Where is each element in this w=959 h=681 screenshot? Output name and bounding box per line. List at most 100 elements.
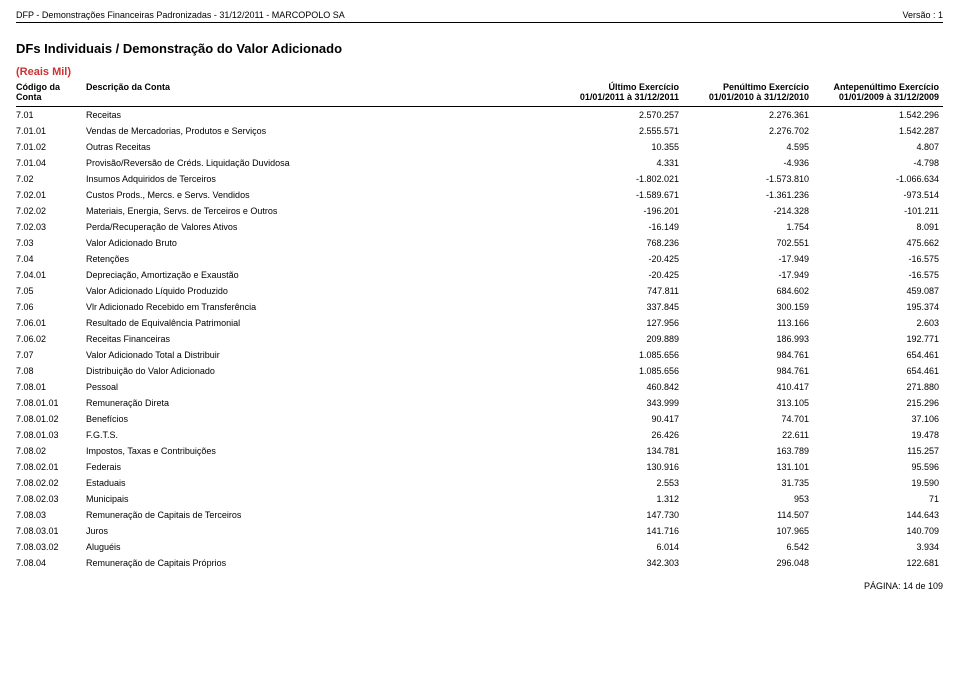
cell-v1: 130.916 [553,459,683,475]
table-row: 7.08.02.03Municipais1.31295371 [16,491,943,507]
cell-v3: -973.514 [813,187,943,203]
cell-code: 7.05 [16,283,86,299]
cell-v1: 90.417 [553,411,683,427]
cell-code: 7.08 [16,363,86,379]
cell-code: 7.04.01 [16,267,86,283]
cell-code: 7.04 [16,251,86,267]
cell-v3: 19.478 [813,427,943,443]
cell-code: 7.01.02 [16,139,86,155]
cell-desc: Materiais, Energia, Servs. de Terceiros … [86,203,553,219]
cell-v2: 984.761 [683,363,813,379]
cell-v3: 8.091 [813,219,943,235]
doc-header-right: Versão : 1 [902,10,943,20]
cell-v1: 747.811 [553,283,683,299]
table-row: 7.01Receitas2.570.2572.276.3611.542.296 [16,106,943,123]
table-row: 7.06.01Resultado de Equivalência Patrimo… [16,315,943,331]
cell-desc: Vendas de Mercadorias, Produtos e Serviç… [86,123,553,139]
doc-header-left: DFP - Demonstrações Financeiras Padroniz… [16,10,345,20]
cell-v3: 37.106 [813,411,943,427]
cell-v2: 6.542 [683,539,813,555]
cell-v2: 953 [683,491,813,507]
cell-desc: Remuneração de Capitais Próprios [86,555,553,571]
cell-v1: 2.553 [553,475,683,491]
table-row: 7.06Vlr Adicionado Recebido em Transferê… [16,299,943,315]
cell-v1: -20.425 [553,251,683,267]
cell-code: 7.02 [16,171,86,187]
table-row: 7.08.03.02Aluguéis6.0146.5423.934 [16,539,943,555]
cell-code: 7.08.03.01 [16,523,86,539]
cell-desc: Municipais [86,491,553,507]
table-row: 7.03Valor Adicionado Bruto768.236702.551… [16,235,943,251]
table-row: 7.02.03Perda/Recuperação de Valores Ativ… [16,219,943,235]
cell-code: 7.01 [16,106,86,123]
cell-v2: -17.949 [683,251,813,267]
table-row: 7.05Valor Adicionado Líquido Produzido74… [16,283,943,299]
cell-v2: 163.789 [683,443,813,459]
table-row: 7.08.02.02Estaduais2.55331.73519.590 [16,475,943,491]
unit-label: (Reais Mil) [16,66,943,78]
cell-v1: -196.201 [553,203,683,219]
cell-v2: -17.949 [683,267,813,283]
cell-code: 7.08.02.02 [16,475,86,491]
col-v1-line2: 01/01/2011 à 31/12/2011 [553,92,679,102]
cell-v2: 984.761 [683,347,813,363]
cell-desc: Valor Adicionado Total a Distribuir [86,347,553,363]
table-row: 7.08.03Remuneração de Capitais de Tercei… [16,507,943,523]
col-desc-header: Descrição da Conta [86,80,553,106]
cell-code: 7.02.01 [16,187,86,203]
cell-code: 7.01.04 [16,155,86,171]
cell-v2: -1.361.236 [683,187,813,203]
cell-v2: 74.701 [683,411,813,427]
cell-v1: 460.842 [553,379,683,395]
cell-v2: 186.993 [683,331,813,347]
table-row: 7.01.04Provisão/Reversão de Créds. Liqui… [16,155,943,171]
cell-code: 7.01.01 [16,123,86,139]
cell-desc: Receitas [86,106,553,123]
cell-desc: Provisão/Reversão de Créds. Liquidação D… [86,155,553,171]
cell-desc: Aluguéis [86,539,553,555]
cell-v3: -16.575 [813,251,943,267]
table-row: 7.02.01Custos Prods., Mercs. e Servs. Ve… [16,187,943,203]
cell-v1: 1.085.656 [553,363,683,379]
cell-v2: 107.965 [683,523,813,539]
cell-desc: F.G.T.S. [86,427,553,443]
table-row: 7.08.02Impostos, Taxas e Contribuições13… [16,443,943,459]
cell-desc: Perda/Recuperação de Valores Ativos [86,219,553,235]
cell-v2: 2.276.702 [683,123,813,139]
cell-code: 7.08.03 [16,507,86,523]
cell-v3: 459.087 [813,283,943,299]
cell-v2: 31.735 [683,475,813,491]
cell-desc: Valor Adicionado Bruto [86,235,553,251]
cell-code: 7.03 [16,235,86,251]
cell-v3: 654.461 [813,347,943,363]
cell-desc: Remuneração Direta [86,395,553,411]
cell-code: 7.08.03.02 [16,539,86,555]
cell-v1: -20.425 [553,267,683,283]
cell-code: 7.08.02.01 [16,459,86,475]
table-row: 7.08.01.03F.G.T.S.26.42622.61119.478 [16,427,943,443]
cell-v3: -1.066.634 [813,171,943,187]
col-v3-line1: Antepenúltimo Exercício [813,82,939,92]
cell-v1: 209.889 [553,331,683,347]
cell-code: 7.08.01.02 [16,411,86,427]
cell-v1: 768.236 [553,235,683,251]
cell-v1: 342.303 [553,555,683,571]
table-row: 7.08Distribuição do Valor Adicionado1.08… [16,363,943,379]
cell-desc: Benefícios [86,411,553,427]
table-row: 7.02.02Materiais, Energia, Servs. de Ter… [16,203,943,219]
cell-desc: Distribuição do Valor Adicionado [86,363,553,379]
cell-desc: Vlr Adicionado Recebido em Transferência [86,299,553,315]
cell-code: 7.06 [16,299,86,315]
cell-v1: 147.730 [553,507,683,523]
cell-v3: 144.643 [813,507,943,523]
cell-desc: Federais [86,459,553,475]
cell-v3: 140.709 [813,523,943,539]
cell-code: 7.02.02 [16,203,86,219]
cell-v1: 10.355 [553,139,683,155]
cell-v3: 2.603 [813,315,943,331]
cell-v3: 71 [813,491,943,507]
table-row: 7.08.01.02Benefícios90.41774.70137.106 [16,411,943,427]
cell-desc: Impostos, Taxas e Contribuições [86,443,553,459]
table-row: 7.04Retenções-20.425-17.949-16.575 [16,251,943,267]
col-v3-line2: 01/01/2009 à 31/12/2009 [813,92,939,102]
